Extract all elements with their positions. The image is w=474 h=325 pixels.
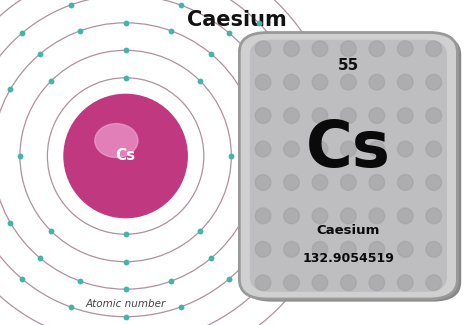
Ellipse shape xyxy=(369,74,385,90)
Ellipse shape xyxy=(369,208,385,224)
Ellipse shape xyxy=(312,241,328,257)
Ellipse shape xyxy=(397,208,413,224)
Ellipse shape xyxy=(426,241,442,257)
Ellipse shape xyxy=(255,108,271,124)
Ellipse shape xyxy=(340,74,356,90)
Ellipse shape xyxy=(397,241,413,257)
Ellipse shape xyxy=(283,141,300,157)
Text: 55: 55 xyxy=(338,58,359,72)
Ellipse shape xyxy=(369,108,385,124)
Ellipse shape xyxy=(397,275,413,291)
Ellipse shape xyxy=(340,141,356,157)
Ellipse shape xyxy=(426,141,442,157)
Text: Caesium: Caesium xyxy=(317,224,380,237)
Ellipse shape xyxy=(426,208,442,224)
Text: 132.9054519: 132.9054519 xyxy=(302,252,394,265)
Ellipse shape xyxy=(426,74,442,90)
Ellipse shape xyxy=(312,74,328,90)
FancyBboxPatch shape xyxy=(239,32,457,299)
Ellipse shape xyxy=(255,141,271,157)
Ellipse shape xyxy=(340,241,356,257)
Text: Caesium: Caesium xyxy=(187,9,287,30)
Ellipse shape xyxy=(312,175,328,190)
Ellipse shape xyxy=(340,108,356,124)
Ellipse shape xyxy=(369,141,385,157)
Ellipse shape xyxy=(397,108,413,124)
Ellipse shape xyxy=(369,275,385,291)
Ellipse shape xyxy=(283,241,300,257)
Ellipse shape xyxy=(312,275,328,291)
Ellipse shape xyxy=(255,241,271,257)
Ellipse shape xyxy=(255,275,271,291)
Ellipse shape xyxy=(283,175,300,190)
FancyBboxPatch shape xyxy=(243,35,461,302)
Ellipse shape xyxy=(369,241,385,257)
Ellipse shape xyxy=(340,275,356,291)
Ellipse shape xyxy=(369,41,385,57)
Ellipse shape xyxy=(397,74,413,90)
Ellipse shape xyxy=(426,175,442,190)
Ellipse shape xyxy=(255,175,271,190)
Text: Cs: Cs xyxy=(116,149,136,163)
Ellipse shape xyxy=(255,41,271,57)
Ellipse shape xyxy=(397,175,413,190)
Ellipse shape xyxy=(64,94,187,218)
Ellipse shape xyxy=(312,141,328,157)
Ellipse shape xyxy=(283,108,300,124)
Ellipse shape xyxy=(397,141,413,157)
Ellipse shape xyxy=(369,175,385,190)
Text: Atomic number: Atomic number xyxy=(85,299,166,309)
Ellipse shape xyxy=(340,208,356,224)
Ellipse shape xyxy=(340,175,356,190)
Ellipse shape xyxy=(312,208,328,224)
Ellipse shape xyxy=(283,74,300,90)
Ellipse shape xyxy=(255,74,271,90)
Ellipse shape xyxy=(426,108,442,124)
Ellipse shape xyxy=(426,275,442,291)
Ellipse shape xyxy=(312,108,328,124)
Ellipse shape xyxy=(283,208,300,224)
FancyBboxPatch shape xyxy=(250,40,447,292)
Ellipse shape xyxy=(283,41,300,57)
Ellipse shape xyxy=(397,41,413,57)
Ellipse shape xyxy=(283,275,300,291)
Ellipse shape xyxy=(255,208,271,224)
Ellipse shape xyxy=(95,124,138,158)
Ellipse shape xyxy=(312,41,328,57)
Ellipse shape xyxy=(340,41,356,57)
Text: Cs: Cs xyxy=(306,119,391,180)
Ellipse shape xyxy=(426,41,442,57)
